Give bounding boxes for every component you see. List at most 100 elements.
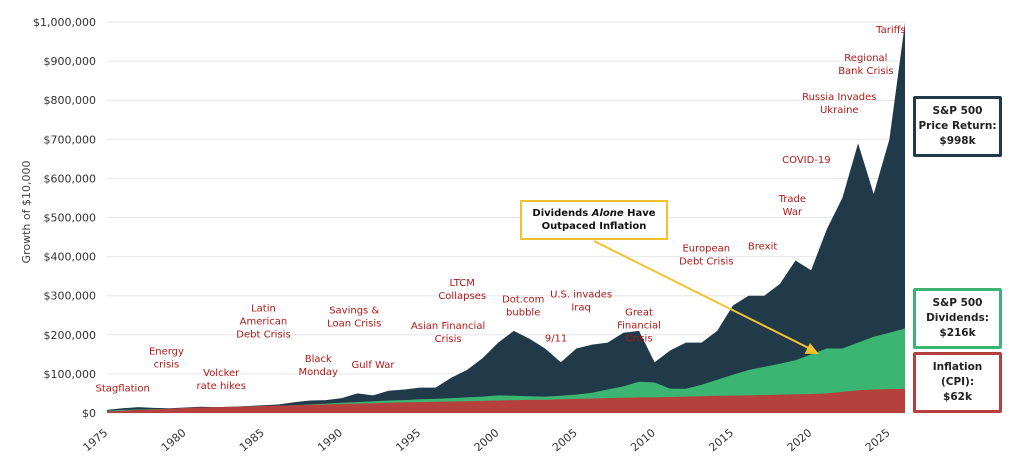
event-annotation: Black Monday — [298, 354, 338, 378]
callout-arrow — [593, 240, 819, 355]
annotation-line: Crisis — [625, 333, 652, 344]
event-annotation: European Debt Crisis — [679, 244, 733, 268]
event-annotation: Energy crisis — [149, 346, 184, 370]
annotation-line: Monday — [298, 367, 338, 378]
x-tick-label: 2000 — [472, 426, 502, 454]
legend-value: $62k — [943, 391, 972, 403]
annotation-line: Tariffs — [875, 25, 906, 36]
annotation-line: LTCM — [450, 278, 475, 289]
y-tick-label: $600,000 — [44, 172, 97, 185]
legend-value: $998k — [939, 135, 976, 147]
x-tick-label: 2025 — [863, 426, 893, 454]
legend-line: S&P 500 — [932, 297, 983, 309]
annotation-line: Crisis — [435, 334, 462, 345]
annotation-line: Energy — [149, 346, 184, 357]
annotation-line: European — [682, 244, 730, 255]
event-annotation: LTCM Collapses — [438, 278, 486, 302]
y-tick-label: $500,000 — [44, 212, 97, 225]
event-annotation: Stagflation — [95, 383, 149, 394]
event-annotation: Russia Invades Ukraine — [802, 92, 876, 116]
y-tick-label: $400,000 — [44, 251, 97, 264]
area-inflation-cpi- — [107, 388, 905, 413]
y-tick-label: $0 — [82, 407, 96, 420]
event-annotation: U.S. invades Iraq — [550, 290, 612, 314]
callout-arrow-head — [804, 343, 819, 355]
y-tick-label: $700,000 — [44, 133, 97, 146]
y-axis-ticks: $0 $100,000 $200,000 $300,000 $400,000 $500,0… — [33, 16, 96, 420]
annotation-line: Collapses — [438, 291, 486, 302]
annotation-line: Stagflation — [95, 383, 149, 394]
annotation-line: Black — [305, 354, 332, 365]
annotation-line: Volcker — [203, 368, 240, 379]
legend-line: Inflation — [932, 361, 983, 373]
legend-price-return: S&P 500 Price Return: $998k — [913, 96, 1002, 157]
y-gridlines — [107, 21, 905, 414]
legend-value: $216k — [939, 327, 976, 339]
x-tick-label: 2005 — [550, 426, 580, 454]
legend-line: Dividends: — [926, 312, 989, 324]
y-tick-label: $900,000 — [44, 55, 97, 68]
area-s-p-500-dividends — [107, 328, 905, 413]
annotation-line: Loan Crisis — [327, 318, 381, 329]
annotation-line: rate hikes — [197, 381, 246, 392]
event-annotation: Savings & Loan Crisis — [327, 305, 381, 329]
y-tick-label: $1,000,000 — [33, 16, 96, 29]
annotation-line: U.S. invades — [550, 290, 612, 301]
event-annotation: Volcker rate hikes — [197, 368, 246, 392]
x-tick-label: 1980 — [159, 426, 189, 454]
legend-dividends: S&P 500 Dividends: $216k — [913, 288, 1002, 349]
y-tick-label: $800,000 — [44, 94, 97, 107]
event-annotation: Tariffs — [875, 25, 906, 36]
callout-arrow-line — [593, 240, 814, 352]
y-tick-label: $200,000 — [44, 329, 97, 342]
event-annotation: 9/11 — [545, 333, 567, 344]
annotation-line: Latin — [251, 303, 276, 314]
annotation-line: Debt Crisis — [679, 257, 733, 268]
event-annotation: Brexit — [748, 242, 777, 253]
annotation-line: War — [783, 207, 803, 218]
annotation-line: Bank Crisis — [838, 66, 893, 77]
y-axis-label: Growth of $10,000 — [20, 161, 33, 264]
event-annotation: Asian Financial Crisis — [411, 321, 485, 345]
y-tick-label: $300,000 — [44, 290, 97, 303]
x-tick-label: 1995 — [393, 426, 423, 454]
area-series — [107, 22, 905, 414]
x-tick-label: 1975 — [81, 426, 111, 454]
event-annotation: Trade War — [778, 194, 806, 218]
annotation-line: Regional — [844, 53, 887, 64]
event-annotations: Stagflation Energy crisis Volcker rate hikes… — [95, 25, 905, 395]
legend-line: S&P 500 — [932, 105, 983, 117]
event-annotation: Great Financial Crisis — [617, 307, 661, 344]
annotation-line: Dot.com — [502, 295, 544, 306]
legend-line: Price Return: — [918, 120, 997, 132]
annotation-line: Trade — [778, 194, 806, 205]
annotation-line: Financial — [617, 320, 661, 331]
annotation-line: Great — [625, 307, 653, 318]
legend-inflation: Inflation (CPI): $62k — [913, 352, 1002, 413]
event-annotation: Dot.com bubble — [502, 295, 544, 319]
annotation-line: Ukraine — [820, 105, 859, 116]
annotation-line: Debt Crisis — [236, 329, 290, 340]
annotation-line: Russia Invades — [802, 92, 876, 103]
event-annotation: Latin American Debt Crisis — [236, 303, 290, 340]
x-tick-label: 1990 — [315, 426, 345, 454]
callout-line: Dividends Alone Have — [532, 208, 656, 219]
annotation-line: Asian Financial — [411, 321, 485, 332]
callout-line: Outpaced Inflation — [541, 221, 647, 232]
annotation-line: Gulf War — [351, 360, 395, 371]
x-axis-ticks: 1975 1980 1985 1990 1995 2000 2005 2010 2015 2020… — [81, 426, 893, 454]
legend-line: (CPI): — [940, 376, 975, 388]
y-tick-label: $100,000 — [44, 368, 97, 381]
event-annotation: COVID-19 — [782, 155, 831, 166]
annotation-line: bubble — [506, 308, 540, 319]
event-annotation: Gulf War — [351, 360, 395, 371]
annotation-line: crisis — [154, 359, 180, 370]
annotation-line: Savings & — [329, 305, 379, 316]
callout-box: Dividends Alone Have Outpaced Inflation — [520, 200, 668, 240]
annotation-line: Brexit — [748, 242, 777, 253]
x-tick-label: 1985 — [237, 426, 267, 454]
x-tick-label: 2015 — [706, 426, 736, 454]
event-annotation: Regional Bank Crisis — [838, 53, 893, 77]
annotation-line: COVID-19 — [782, 155, 831, 166]
